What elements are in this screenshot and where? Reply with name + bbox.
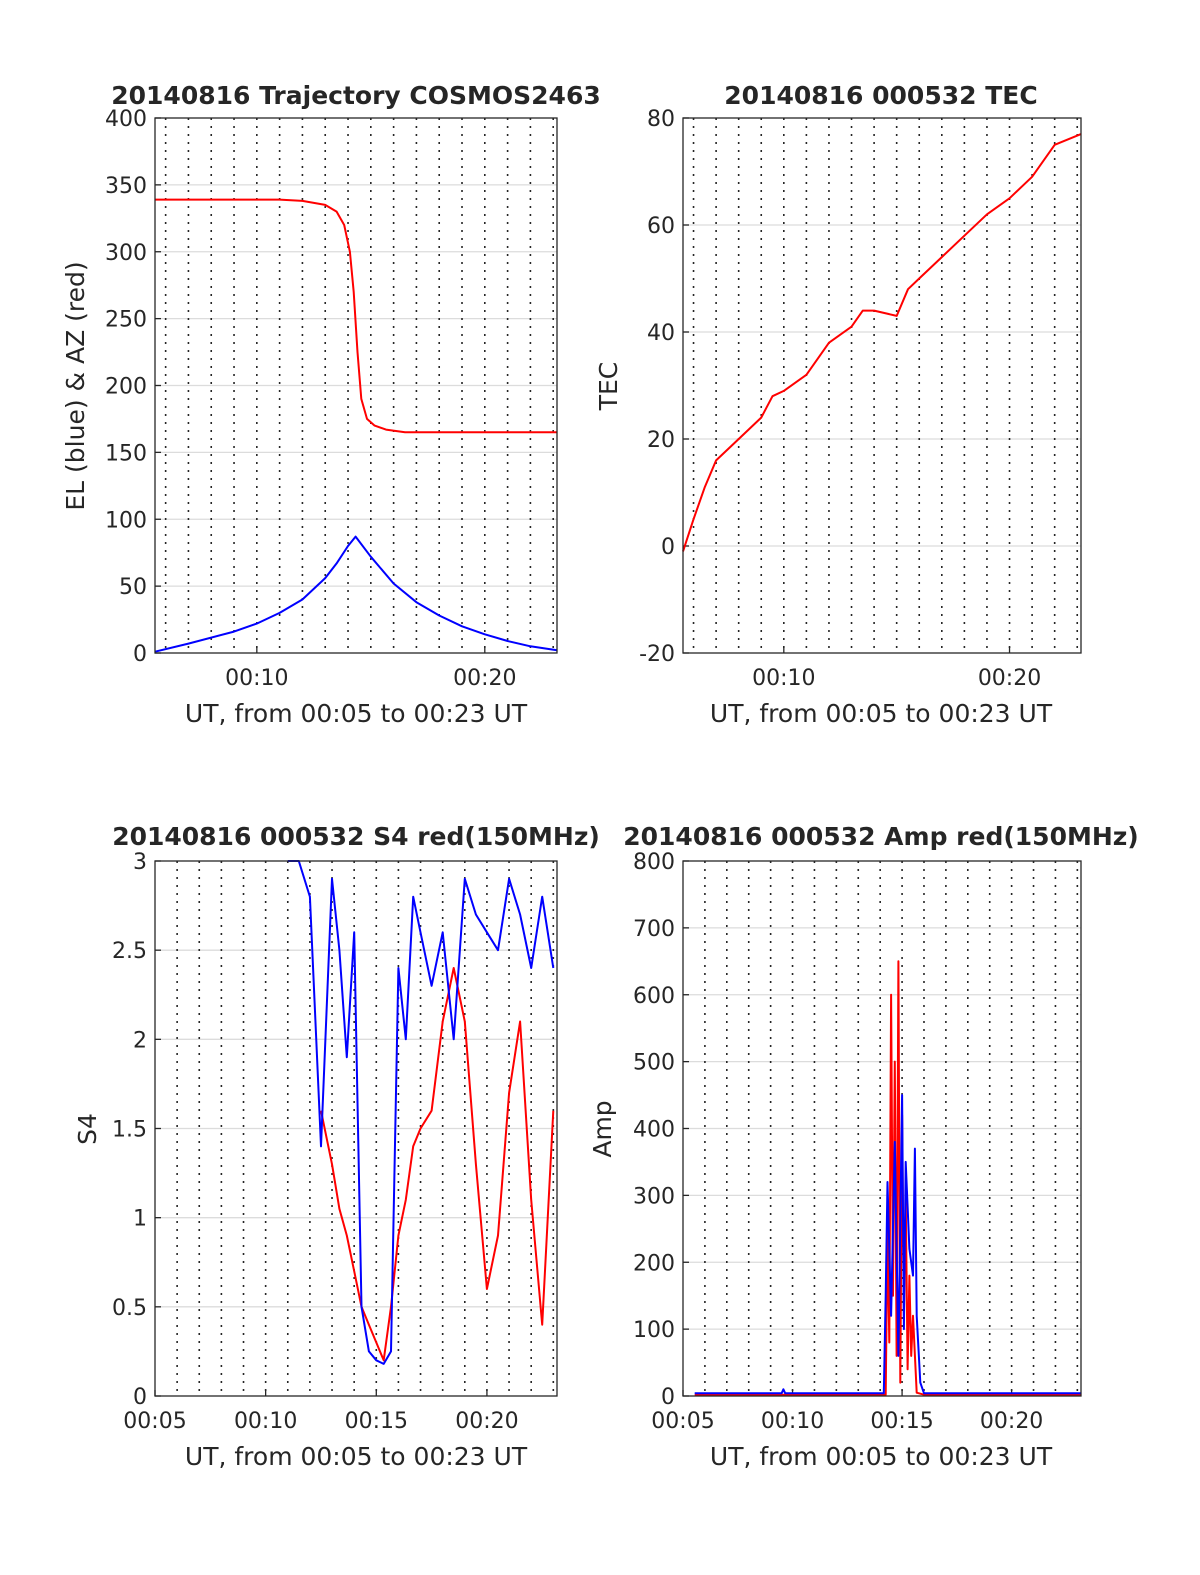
y-tick-label: -20 (639, 642, 675, 667)
y-tick-label: 300 (633, 1184, 675, 1209)
y-tick-label: 250 (105, 308, 147, 333)
tec-chart-title: 20140816 000532 TEC (724, 81, 1037, 110)
y-tick-label: 600 (633, 984, 675, 1009)
x-tick-label: 00:20 (980, 1409, 1043, 1434)
y-tick-label: 80 (647, 107, 675, 132)
y-tick-label: 350 (105, 174, 147, 199)
x-tick-label: 00:20 (453, 666, 516, 691)
plot-frame (154, 860, 558, 1397)
y-tick-label: 1 (133, 1207, 147, 1232)
s4-chart-title: 20140816 000532 S4 red(150MHz) (112, 822, 600, 851)
y-tick-label: 0.5 (112, 1296, 147, 1321)
y-tick-label: 1.5 (112, 1118, 147, 1143)
y-tick-label: 100 (633, 1318, 675, 1343)
x-tick-label: 00:10 (225, 666, 288, 691)
amp-chart-title: 20140816 000532 Amp red(150MHz) (623, 822, 1139, 851)
traj-series-0-line (155, 198, 557, 434)
x-tick-label: 00:15 (345, 1409, 408, 1434)
y-tick-label: 0 (661, 535, 675, 560)
tec-chart-ylabel: TEC (594, 362, 623, 412)
trajectory-chart-title: 20140816 Trajectory COSMOS2463 (111, 81, 601, 110)
y-tick-label: 50 (119, 575, 147, 600)
y-tick-label: 2 (133, 1028, 147, 1053)
s4-series-0-line (320, 967, 555, 1362)
tec-series-0-line (682, 133, 1082, 552)
plot-frame (154, 117, 558, 654)
amp-chart: 20140816 000532 Amp red(150MHz) UT, from… (588, 822, 1139, 1471)
y-tick-label: 40 (647, 321, 675, 346)
x-tick-label: 00:10 (752, 666, 815, 691)
amp-chart-xlabel: UT, from 00:05 to 00:23 UT (710, 1442, 1053, 1471)
trajectory-chart-ylabel: EL (blue) & AZ (red) (61, 261, 90, 510)
y-tick-label: 60 (647, 214, 675, 239)
x-tick-label: 00:10 (234, 1409, 297, 1434)
s4-chart-ylabel: S4 (73, 1113, 102, 1145)
y-tick-label: 3 (133, 850, 147, 875)
y-tick-label: 800 (633, 850, 675, 875)
s4-chart-xlabel: UT, from 00:05 to 00:23 UT (185, 1442, 528, 1471)
y-tick-label: 150 (105, 441, 147, 466)
y-tick-label: 0 (133, 642, 147, 667)
y-tick-label: 700 (633, 917, 675, 942)
y-tick-label: 200 (105, 375, 147, 400)
y-tick-label: 0 (661, 1385, 675, 1410)
x-tick-label: 00:20 (978, 666, 1041, 691)
s4-series-1-line (287, 860, 555, 1365)
y-tick-label: 100 (105, 508, 147, 533)
trajectory-chart: 20140816 Trajectory COSMOS2463 UT, from … (61, 81, 601, 728)
traj-series-1-line (154, 535, 558, 653)
x-tick-label: 00:05 (651, 1409, 714, 1434)
amp-chart-ylabel: Amp (588, 1100, 617, 1157)
y-tick-label: 2.5 (112, 939, 147, 964)
x-tick-label: 00:10 (761, 1409, 824, 1434)
y-tick-label: 20 (647, 428, 675, 453)
y-tick-label: 200 (633, 1251, 675, 1276)
y-tick-label: 0 (133, 1385, 147, 1410)
trajectory-chart-xlabel: UT, from 00:05 to 00:23 UT (185, 699, 528, 728)
y-tick-label: 500 (633, 1051, 675, 1076)
tec-chart-xlabel: UT, from 00:05 to 00:23 UT (710, 699, 1053, 728)
plot-frame (682, 117, 1082, 654)
x-tick-label: 00:20 (455, 1409, 518, 1434)
y-tick-label: 400 (105, 107, 147, 132)
y-tick-label: 300 (105, 241, 147, 266)
x-tick-label: 00:15 (870, 1409, 933, 1434)
x-tick-label: 00:05 (123, 1409, 186, 1434)
y-tick-label: 400 (633, 1118, 675, 1143)
tec-chart: 20140816 000532 TEC UT, from 00:05 to 00… (594, 81, 1082, 728)
s4-chart: 20140816 000532 S4 red(150MHz) UT, from … (73, 822, 600, 1471)
amp-series-1-line (694, 1094, 1081, 1395)
plot-frame (682, 860, 1082, 1397)
